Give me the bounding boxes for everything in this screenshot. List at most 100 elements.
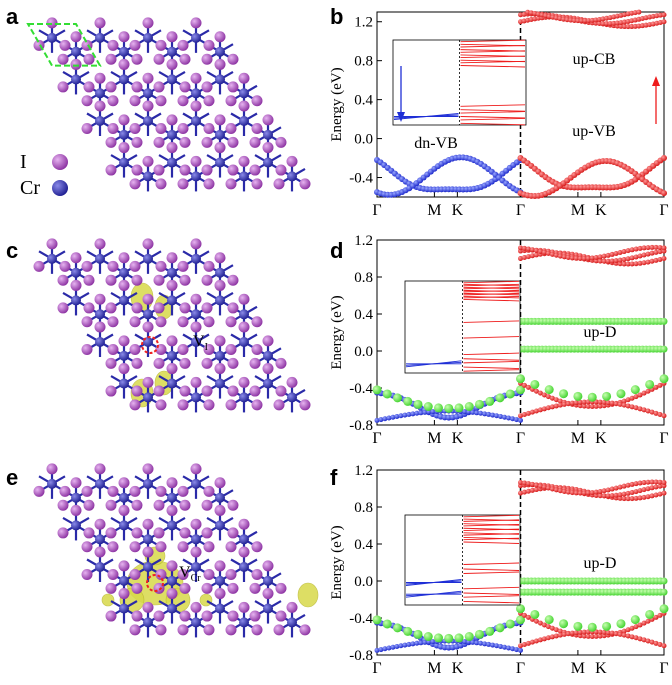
inset-spin-up-band (463, 586, 520, 590)
iodine-atom (177, 39, 189, 51)
iodine-atom (81, 541, 93, 553)
chromium-atom (95, 309, 105, 320)
iodine-atom (227, 499, 239, 511)
spin-up-vb-point (629, 404, 635, 410)
chromium-atom (95, 253, 105, 264)
inset-spin-up-band (460, 65, 526, 68)
iodine-atom (105, 53, 117, 65)
iodine-atom (251, 95, 263, 107)
spin-up-vb-point (557, 632, 563, 638)
iodine-atom (33, 485, 45, 497)
iodine-atom (214, 252, 226, 264)
iodine-atom (203, 541, 215, 553)
iodine-atom (214, 504, 226, 516)
defect-projection-point (444, 403, 454, 413)
spin-up-cb-point (653, 244, 659, 250)
chromium-atom (143, 617, 153, 628)
iodine-atom (153, 81, 165, 93)
spin-up-cb-point (545, 250, 551, 256)
spin-up-vb-point (553, 403, 559, 409)
chromium-atom (95, 115, 105, 126)
iodine-atom (83, 499, 95, 511)
chromium-atom (263, 378, 273, 389)
iodine-atom (142, 376, 154, 388)
spin-up-vb-point (621, 398, 627, 404)
defect-projection-point (382, 389, 392, 399)
spin-up-cb-point (625, 248, 631, 254)
spin-up-cb-point (537, 248, 543, 254)
iodine-atom (131, 53, 143, 65)
spin-up-cb-point (645, 251, 651, 257)
spin-up-cb-point (617, 261, 623, 267)
iodine-atom (299, 178, 311, 190)
chromium-atom (215, 129, 225, 140)
iodine-atom (105, 302, 117, 314)
chromium-atom (239, 171, 249, 182)
spin-up-vb-point (657, 382, 663, 388)
chromium-atom (143, 253, 153, 264)
iodine-atom (131, 357, 143, 369)
spin-down-vb-point (390, 414, 396, 420)
y-axis-label: Energy (eV) (329, 525, 345, 599)
iodine-atom (214, 588, 226, 600)
iodine-atom (203, 624, 215, 636)
defect-projection-point (393, 623, 402, 633)
spin-up-cb-point (645, 479, 651, 485)
inset-spin-up-band (463, 528, 520, 531)
iodine-atom (153, 274, 165, 286)
spin-up-cb-point (525, 488, 531, 494)
inset-spin-down-band (405, 360, 462, 368)
spin-up-cb-point (529, 247, 535, 253)
iodine-atom (46, 238, 58, 250)
spin-up-cb-point (641, 494, 647, 500)
spin-up-vb-point (625, 397, 631, 403)
iodine-atom (118, 560, 130, 572)
y-tick-label: -0.4 (349, 171, 373, 187)
spin-up-vb-point (557, 402, 563, 408)
chromium-atom (143, 115, 153, 126)
spin-up-cb-point (575, 18, 581, 24)
spin-up-vb-point (545, 394, 551, 400)
spin-up-cb-point (578, 18, 584, 24)
legend-chromium-label: Cr (20, 177, 40, 199)
iodine-atom (201, 53, 213, 65)
iodine-atom (251, 624, 263, 636)
x-tick-label: M (427, 202, 441, 219)
defect-projection-point (544, 385, 554, 395)
iodine-atom (129, 39, 141, 51)
spin-up-cb-point (629, 24, 635, 30)
spin-up-cb-point (657, 249, 663, 255)
iodine-atom (142, 100, 154, 112)
spin-up-cb-point (541, 249, 547, 255)
panel-label-b: b (330, 4, 343, 29)
spin-up-cb-point (597, 489, 603, 495)
iodine-atom (214, 335, 226, 347)
spin-up-cb-point (573, 255, 579, 261)
iodine-atom (214, 31, 226, 43)
charge-density-lobe (297, 582, 319, 608)
spin-up-cb-point (637, 245, 643, 251)
iodine-atom (177, 541, 189, 553)
chromium-atom (215, 350, 225, 361)
spin-up-vb-point (537, 407, 543, 413)
spin-up-cb-point (633, 246, 639, 252)
spin-down-vb-point (478, 410, 484, 416)
x-tick-label: Γ (659, 660, 668, 677)
unit-cell-outline (26, 23, 102, 67)
spin-up-vb-point (565, 631, 571, 637)
inset-spin-up-band (463, 600, 520, 604)
defect-projection-point (645, 379, 655, 389)
chromium-atom (263, 129, 273, 140)
defect-projection-point (505, 389, 515, 399)
iodine-atom (166, 31, 178, 43)
iodine-atom (153, 527, 165, 539)
chromium-atom (191, 617, 201, 628)
spin-up-cb-point (617, 484, 623, 490)
iodine-atom (131, 499, 143, 511)
iodine-atom (59, 39, 71, 51)
spin-up-vb-point (549, 404, 555, 410)
iodine-atom (153, 357, 165, 369)
spin-down-vb-point (414, 410, 420, 416)
chromium-atom (47, 478, 57, 489)
